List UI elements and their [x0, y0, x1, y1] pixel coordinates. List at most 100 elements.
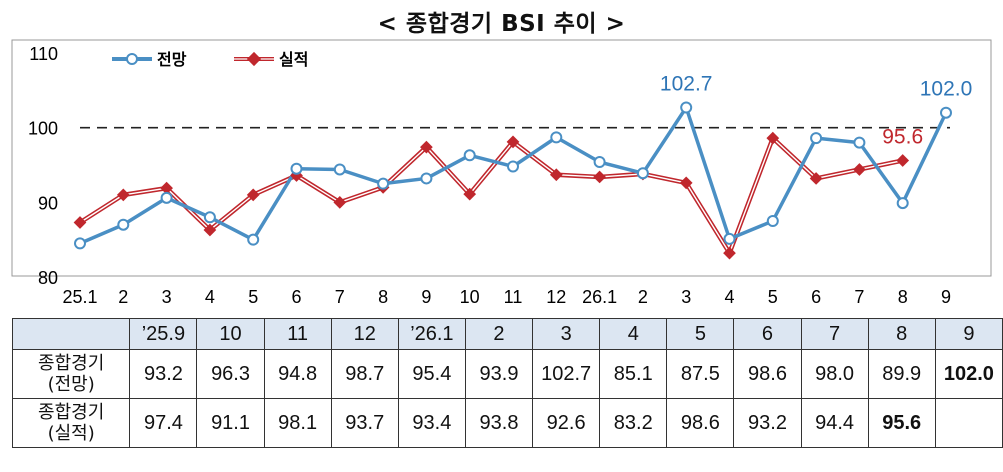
x-tick-label: 9	[941, 287, 951, 307]
table-cell: 95.4	[397, 349, 466, 399]
table-column-header: ’26.1	[397, 318, 466, 350]
table-column-header: 8	[867, 318, 936, 350]
table-column-header: 3	[532, 318, 601, 350]
data-label-callout: 95.6	[882, 126, 923, 149]
table-cell: 87.5	[666, 349, 735, 399]
table-header-row: ’25.9 10 11 12’26.1 2 3 4 5 6 7 8 9	[11, 318, 1003, 350]
x-tick-label: 8	[898, 287, 908, 307]
x-tick-label: 7	[335, 287, 345, 307]
x-axis: 25.1 2 3 4 5 6 7 8 9 10 11 12 26.1 2 3 4 5 6 7 8 9	[62, 287, 951, 307]
y-tick-label: 90	[38, 193, 58, 213]
table-column-header: 5	[666, 318, 735, 350]
actual-point	[420, 140, 433, 154]
x-tick-label: 7	[854, 287, 864, 307]
forecast-point	[160, 191, 173, 204]
y-tick-label: 80	[38, 268, 58, 288]
x-tick-label: 4	[724, 287, 734, 307]
actual-point	[333, 195, 347, 209]
forecast-point	[203, 211, 216, 224]
table-cell: 93.7	[330, 398, 399, 448]
table-cell: 98.7	[330, 349, 399, 399]
table-cell: 94.8	[263, 349, 332, 399]
table-cell: 98.1	[263, 398, 332, 448]
y-tick-label: 100	[28, 119, 58, 139]
x-tick-label: 8	[378, 287, 388, 307]
x-tick-label: 9	[421, 287, 431, 307]
table-cell: 83.2	[599, 398, 668, 448]
y-tick-label: 110	[29, 44, 58, 64]
table-cell: 95.6	[867, 398, 936, 448]
actual-point	[896, 154, 910, 167]
forecast-point	[74, 237, 86, 250]
actual-point	[246, 188, 260, 202]
table-cell: 98.6	[733, 349, 802, 399]
table-cell: 97.4	[129, 398, 198, 448]
x-tick-label: 10	[460, 287, 480, 307]
table-cell: 98.6	[666, 398, 735, 448]
data-label-callout: 102.7	[660, 73, 713, 96]
table-cell: 93.2	[129, 349, 198, 399]
actual-point	[463, 187, 477, 201]
table-cell: 92.6	[532, 398, 601, 448]
actual-point	[853, 163, 866, 176]
actual-point	[160, 181, 173, 195]
series-actual-line-inner	[79, 137, 903, 254]
legend-forecast-label: 전망	[157, 50, 187, 69]
forecast-point	[636, 167, 649, 180]
forecast-point	[290, 162, 303, 175]
table-cell: 96.3	[196, 349, 265, 399]
row-label-line2: (전망)	[47, 374, 95, 395]
actual-point	[73, 216, 87, 229]
table-cell	[934, 398, 1003, 448]
x-tick-label: 3	[162, 287, 172, 307]
table-cell: 102.7	[532, 349, 601, 399]
x-tick-label: 6	[811, 287, 821, 307]
table-body: 종합경기 (전망) 93.2 96.3 94.8 98.7 95.4 93.9 102.7 85.…	[11, 349, 1003, 448]
forecast-point	[896, 197, 909, 210]
table-cell: 93.4	[397, 398, 466, 448]
table-row: 종합경기 (실적) 97.4 91.1 98.1 93.7 93.4 93.8 92.6 83.2…	[11, 398, 1003, 448]
table-cell: 93.2	[733, 398, 802, 448]
table-row-label: 종합경기 (실적)	[11, 398, 131, 448]
table-column-header: 4	[599, 318, 668, 350]
table-cell: 89.9	[867, 349, 936, 399]
y-axis: 80 90 100 110	[28, 44, 58, 288]
table-cell: 93.9	[464, 349, 534, 399]
table-row-label: 종합경기 (전망)	[11, 349, 131, 399]
x-tick-label: 2	[638, 287, 648, 307]
data-label-callout: 102.0	[920, 78, 973, 101]
forecast-point	[810, 132, 823, 145]
actual-point	[116, 188, 130, 202]
table-cell: 91.1	[196, 398, 265, 448]
chart-title: < 종합경기 BSI 추이 >	[377, 11, 626, 37]
row-label-line2: (실적)	[47, 423, 95, 444]
x-tick-label: 5	[248, 287, 258, 307]
forecast-point	[723, 232, 736, 245]
actual-point	[593, 170, 606, 184]
table-cell: 85.1	[599, 349, 668, 399]
forecast-point	[593, 156, 606, 169]
table-column-header: 9	[934, 318, 1003, 350]
table-column-header: 11	[263, 318, 332, 350]
row-label-line1: 종합경기	[38, 353, 105, 374]
table-cell: 102.0	[934, 349, 1003, 399]
chart-frame	[11, 39, 992, 277]
forecast-point	[463, 149, 476, 162]
x-tick-label: 12	[546, 287, 566, 307]
x-tick-label: 26.1	[582, 287, 617, 307]
legend-actual-label: 실적	[279, 50, 308, 69]
legend: 전망 실적	[112, 50, 308, 69]
callouts: 102.7 102.0 95.6	[660, 73, 972, 149]
forecast-point	[333, 163, 346, 176]
forecast-point	[766, 215, 779, 227]
table-column-header: 7	[800, 318, 869, 350]
x-tick-label: 11	[504, 287, 523, 307]
table-cell: 98.0	[800, 349, 869, 399]
table-cell: 93.8	[464, 398, 534, 448]
table-column-header: ’25.9	[129, 318, 198, 350]
forecast-point	[420, 172, 433, 185]
legend-forecast-marker	[126, 53, 138, 65]
table-column-header: 6	[733, 318, 802, 350]
table-column-header: 2	[464, 318, 534, 350]
table-cell: 94.4	[800, 398, 869, 448]
